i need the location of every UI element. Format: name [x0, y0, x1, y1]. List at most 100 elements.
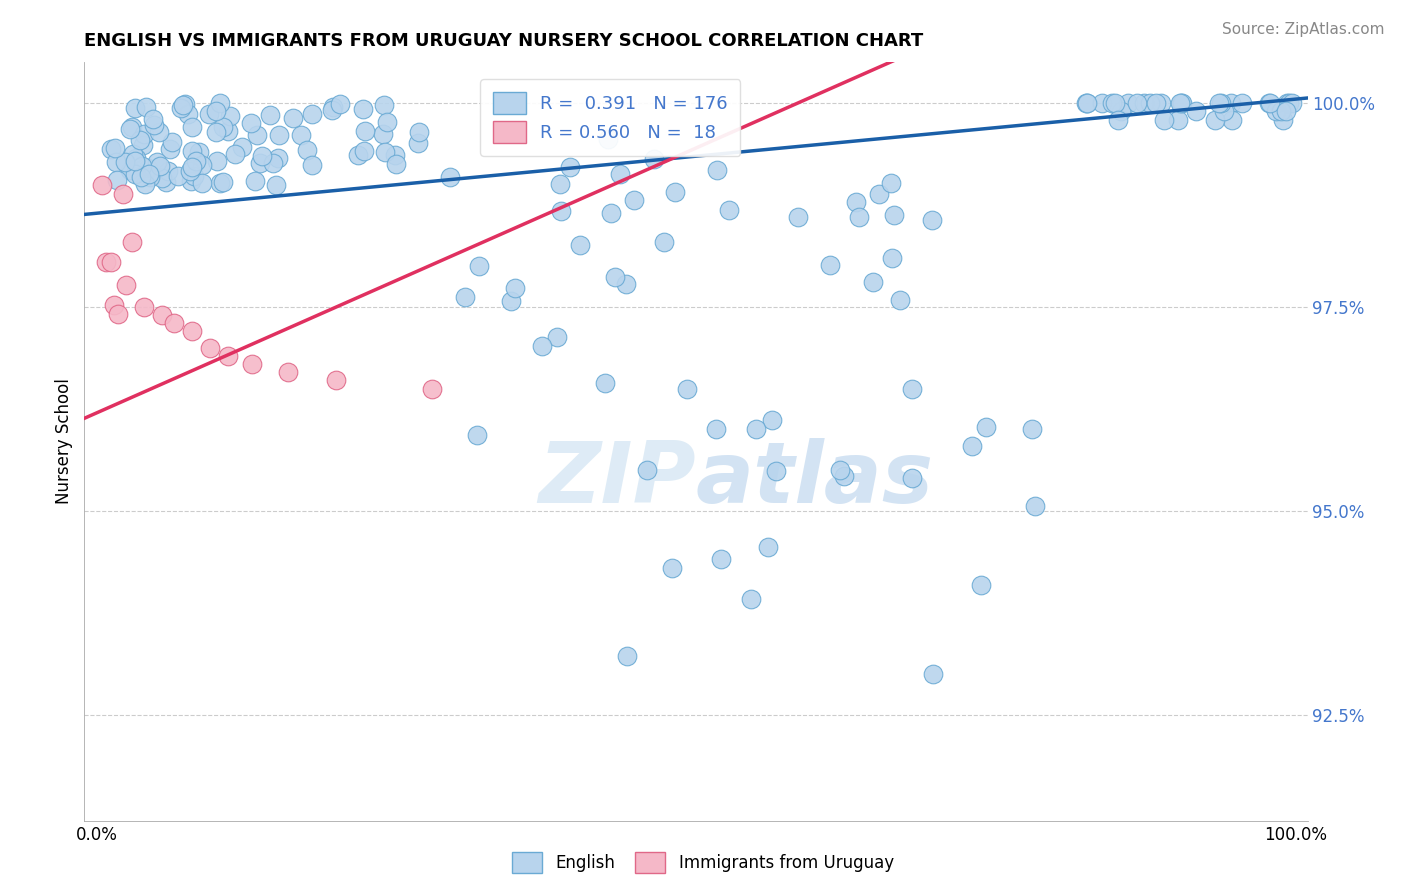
Point — [1144, 96, 1167, 111]
Point — [107, 307, 129, 321]
Point — [205, 153, 228, 168]
Point — [190, 176, 212, 190]
Point — [219, 110, 242, 124]
Point — [546, 330, 568, 344]
Point — [384, 148, 406, 162]
Point — [465, 427, 488, 442]
Point — [922, 666, 945, 681]
Point — [652, 235, 675, 250]
Point — [353, 145, 375, 159]
Point — [1170, 96, 1192, 111]
Point — [718, 202, 741, 217]
Point — [180, 120, 202, 134]
Point — [129, 133, 152, 147]
Point — [91, 178, 114, 192]
Point — [264, 178, 287, 192]
Point — [243, 174, 266, 188]
Point — [162, 135, 184, 149]
Point — [134, 300, 156, 314]
Point — [1074, 96, 1097, 111]
Point — [173, 97, 195, 112]
Point — [131, 159, 153, 173]
Point — [1107, 112, 1129, 127]
Point — [375, 114, 398, 128]
Point — [1222, 112, 1244, 127]
Point — [1277, 96, 1299, 111]
Point — [1153, 112, 1175, 127]
Point — [1170, 96, 1192, 111]
Point — [548, 178, 571, 192]
Point — [845, 194, 868, 209]
Point — [114, 155, 136, 169]
Point — [148, 159, 170, 173]
Point — [568, 238, 591, 252]
Point — [124, 153, 146, 168]
Point — [1104, 96, 1126, 111]
Point — [603, 269, 626, 284]
Point — [250, 149, 273, 163]
Point — [593, 376, 616, 390]
Point — [181, 145, 204, 159]
Point — [1125, 96, 1147, 111]
Point — [325, 373, 347, 387]
Point — [188, 145, 211, 160]
Point — [868, 186, 890, 201]
Point — [1264, 104, 1286, 119]
Point — [1230, 96, 1253, 111]
Point — [104, 155, 127, 169]
Point — [661, 561, 683, 575]
Point — [901, 471, 924, 485]
Point — [1109, 104, 1132, 119]
Point — [347, 147, 370, 161]
Point — [172, 97, 194, 112]
Point — [204, 104, 226, 119]
Point — [100, 141, 122, 155]
Point — [208, 96, 231, 111]
Point — [322, 100, 344, 114]
Point — [105, 173, 128, 187]
Text: Source: ZipAtlas.com: Source: ZipAtlas.com — [1222, 22, 1385, 37]
Point — [1150, 96, 1173, 111]
Point — [1139, 96, 1161, 111]
Text: atlas: atlas — [696, 438, 934, 521]
Point — [290, 128, 312, 142]
Point — [190, 158, 212, 172]
Text: ZIP: ZIP — [538, 438, 696, 521]
Point — [761, 413, 783, 427]
Point — [371, 128, 394, 142]
Point — [115, 278, 138, 293]
Point — [352, 103, 374, 117]
Point — [1212, 104, 1234, 119]
Point — [259, 108, 281, 122]
Point — [704, 422, 727, 436]
Point — [267, 128, 290, 142]
Point — [197, 107, 219, 121]
Point — [862, 275, 884, 289]
Legend: R =  0.391   N = 176, R = 0.560   N =  18: R = 0.391 N = 176, R = 0.560 N = 18 — [481, 79, 741, 155]
Point — [217, 124, 239, 138]
Point — [1076, 96, 1098, 111]
Point — [180, 160, 202, 174]
Point — [848, 210, 870, 224]
Point — [212, 175, 235, 189]
Point — [765, 465, 787, 479]
Point — [614, 277, 637, 291]
Point — [135, 100, 157, 114]
Point — [124, 167, 146, 181]
Point — [262, 155, 284, 169]
Point — [406, 136, 429, 151]
Point — [1101, 96, 1123, 111]
Point — [373, 98, 395, 112]
Point — [439, 170, 461, 185]
Point — [124, 101, 146, 115]
Point — [1076, 96, 1098, 111]
Point — [1211, 96, 1233, 111]
Point — [883, 208, 905, 222]
Point — [103, 298, 125, 312]
Point — [212, 120, 235, 135]
Point — [329, 97, 352, 112]
Point — [94, 255, 117, 269]
Point — [111, 186, 134, 201]
Point — [240, 116, 263, 130]
Point — [818, 258, 841, 272]
